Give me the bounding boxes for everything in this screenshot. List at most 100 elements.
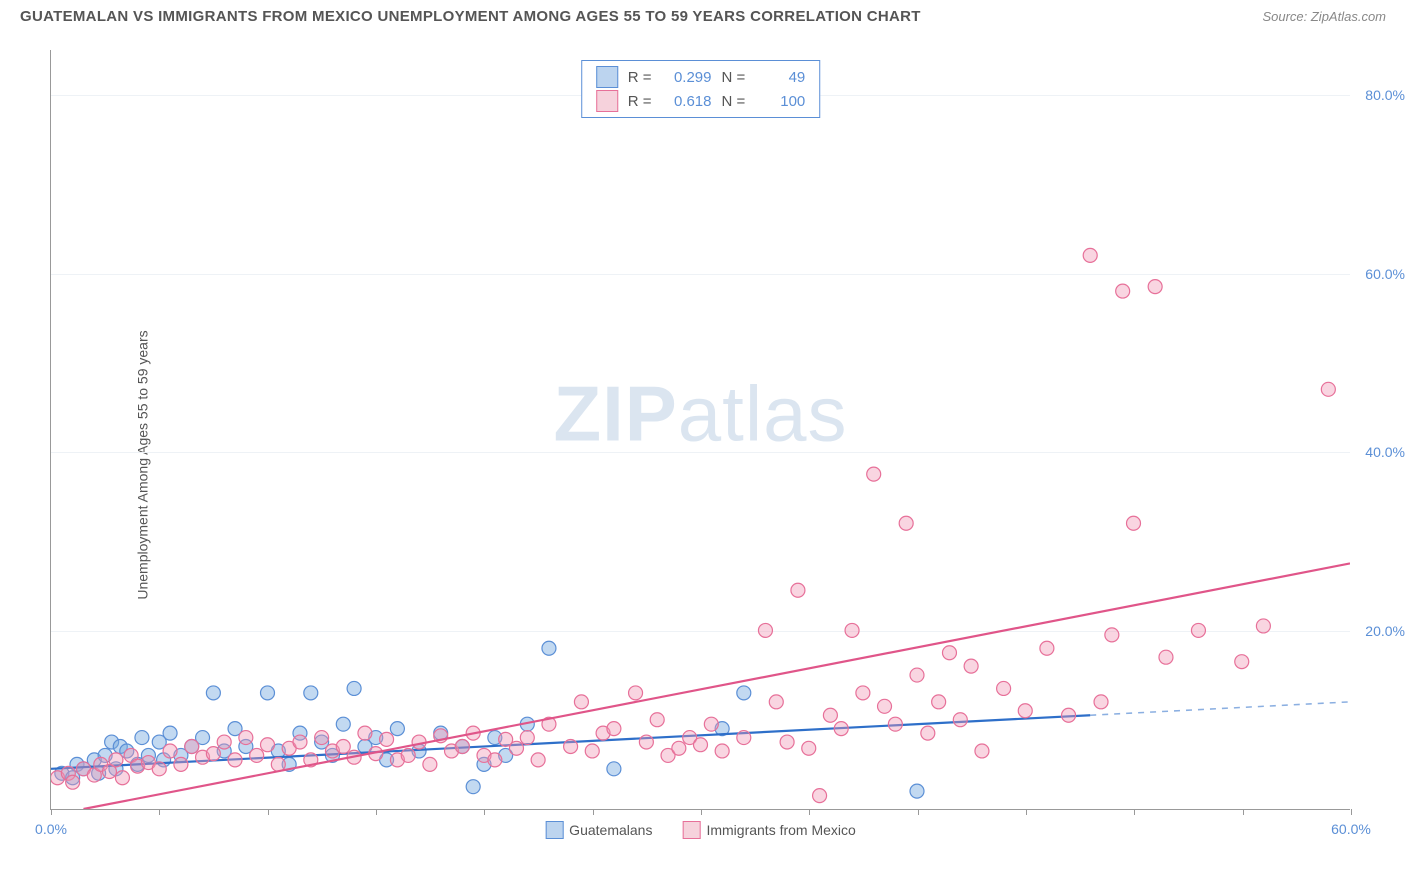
scatter-point <box>791 583 805 597</box>
legend-swatch <box>596 90 618 112</box>
legend-label: Guatemalans <box>569 822 652 838</box>
scatter-point <box>672 741 686 755</box>
scatter-point <box>336 717 350 731</box>
scatter-point <box>315 731 329 745</box>
legend-swatch <box>596 66 618 88</box>
scatter-point <box>163 726 177 740</box>
scatter-point <box>715 744 729 758</box>
plot-area: ZIPatlas R =0.299N =49R =0.618N =100 Gua… <box>50 50 1350 810</box>
scatter-point <box>206 747 220 761</box>
x-tick <box>593 809 594 815</box>
scatter-point <box>1191 623 1205 637</box>
scatter-point <box>1116 284 1130 298</box>
scatter-point <box>932 695 946 709</box>
scatter-point <box>834 722 848 736</box>
scatter-point <box>261 686 275 700</box>
x-tick <box>484 809 485 815</box>
bottom-legend-item: Guatemalans <box>545 821 652 839</box>
legend-swatch <box>682 821 700 839</box>
stats-row: R =0.618N =100 <box>596 89 806 113</box>
scatter-point <box>607 722 621 736</box>
scatter-point <box>1105 628 1119 642</box>
scatter-point <box>304 686 318 700</box>
scatter-point <box>1148 280 1162 294</box>
scatter-point <box>921 726 935 740</box>
scatter-point <box>899 516 913 530</box>
scatter-point <box>380 732 394 746</box>
scatter-point <box>997 681 1011 695</box>
scatter-point <box>135 731 149 745</box>
source-label: Source: ZipAtlas.com <box>1262 9 1386 24</box>
stat-r-value: 0.299 <box>662 69 712 86</box>
scatter-point <box>206 686 220 700</box>
scatter-point <box>115 771 129 785</box>
scatter-point <box>888 717 902 731</box>
stat-r-label: R = <box>628 69 652 86</box>
stat-n-label: N = <box>722 69 746 86</box>
scatter-point <box>401 748 415 762</box>
y-tick-label: 20.0% <box>1365 623 1405 639</box>
scatter-point <box>261 738 275 752</box>
x-tick <box>1134 809 1135 815</box>
x-tick <box>268 809 269 815</box>
scatter-point <box>1040 641 1054 655</box>
scatter-point <box>629 686 643 700</box>
scatter-point <box>347 681 361 695</box>
scatter-point <box>942 646 956 660</box>
stat-r-value: 0.618 <box>662 93 712 110</box>
scatter-point <box>217 735 231 749</box>
scatter-point <box>390 722 404 736</box>
scatter-point <box>953 713 967 727</box>
scatter-point <box>802 741 816 755</box>
scatter-point <box>293 735 307 749</box>
regression-line-dashed <box>1090 702 1350 715</box>
scatter-point <box>531 753 545 767</box>
x-tick <box>159 809 160 815</box>
x-tick <box>918 809 919 815</box>
y-tick-label: 60.0% <box>1365 266 1405 282</box>
x-tick <box>376 809 377 815</box>
scatter-point <box>109 753 123 767</box>
chart-wrap: Unemployment Among Ages 55 to 59 years Z… <box>0 40 1406 890</box>
y-tick-label: 40.0% <box>1365 444 1405 460</box>
scatter-point <box>845 623 859 637</box>
scatter-point <box>1321 382 1335 396</box>
scatter-point <box>66 775 80 789</box>
stats-row: R = 0.299 N = 49 <box>596 65 806 89</box>
scatter-point <box>823 708 837 722</box>
title-bar: GUATEMALAN VS IMMIGRANTS FROM MEXICO UNE… <box>0 0 1406 29</box>
x-tick <box>1351 809 1352 815</box>
scatter-point <box>542 641 556 655</box>
scatter-point <box>1018 704 1032 718</box>
scatter-point <box>239 731 253 745</box>
scatter-point <box>466 780 480 794</box>
scatter-point <box>585 744 599 758</box>
scatter-point <box>910 784 924 798</box>
scatter-point <box>574 695 588 709</box>
legend-label: Immigrants from Mexico <box>706 822 855 838</box>
bottom-legend: Guatemalans Immigrants from Mexico <box>545 821 856 839</box>
y-tick-label: 80.0% <box>1365 87 1405 103</box>
scatter-point <box>856 686 870 700</box>
stat-n-value: 49 <box>755 69 805 86</box>
scatter-point <box>520 731 534 745</box>
scatter-point <box>737 731 751 745</box>
stat-n-label: N = <box>722 93 746 110</box>
scatter-point <box>737 686 751 700</box>
regression-line <box>83 563 1350 809</box>
scatter-point <box>228 753 242 767</box>
chart-title: GUATEMALAN VS IMMIGRANTS FROM MEXICO UNE… <box>20 8 921 25</box>
x-tick <box>1243 809 1244 815</box>
scatter-point <box>423 757 437 771</box>
scatter-point <box>813 789 827 803</box>
scatter-point <box>910 668 924 682</box>
scatter-point <box>607 762 621 776</box>
stats-legend: R =0.299N =49R =0.618N =100 <box>581 60 821 118</box>
scatter-point <box>780 735 794 749</box>
scatter-point <box>878 699 892 713</box>
scatter-point <box>152 762 166 776</box>
scatter-point <box>975 744 989 758</box>
scatter-point <box>650 713 664 727</box>
scatter-point <box>769 695 783 709</box>
x-tick-label: 0.0% <box>35 821 67 837</box>
